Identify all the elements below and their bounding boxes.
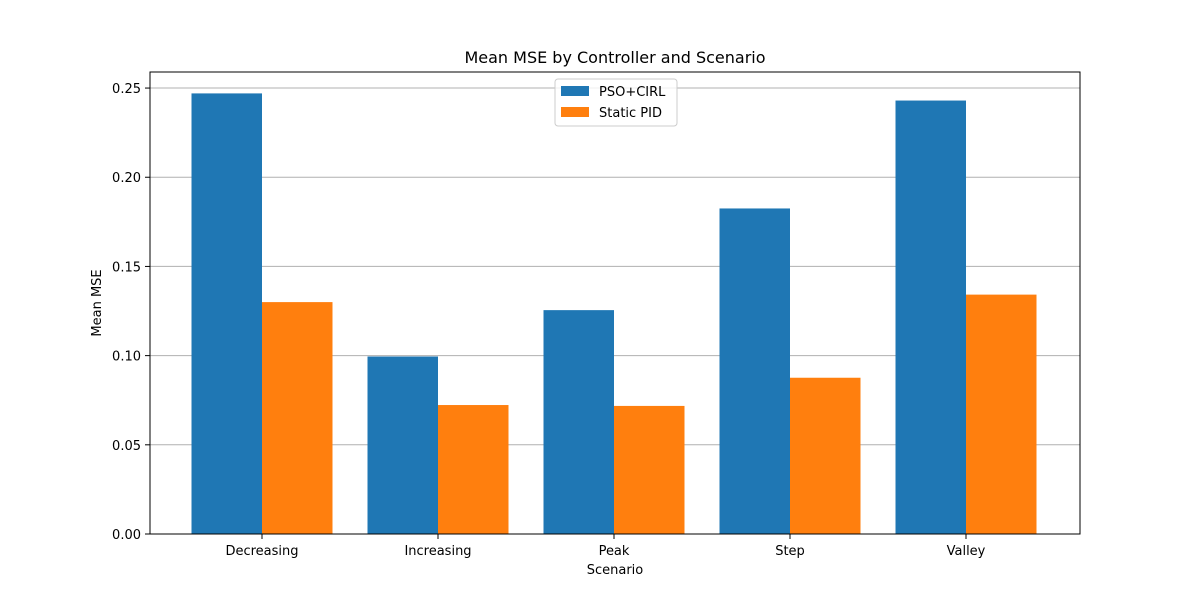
plot-frame (149, 71, 1081, 535)
x-axis-label: Scenario (587, 563, 644, 578)
y-axis: 0.00 0.05 0.10 0.15 0.20 0.25 (112, 82, 150, 543)
chart-title: Mean MSE by Controller and Scenario (464, 48, 765, 67)
x-tick-label: Peak (599, 544, 630, 559)
y-tick-label: 0.15 (112, 260, 141, 275)
y-tick-label: 0.20 (112, 171, 141, 186)
legend-label: PSO+CIRL (599, 85, 666, 100)
y-tick-label: 0.25 (112, 82, 141, 97)
bar (966, 294, 1037, 534)
bars (191, 93, 1037, 535)
legend: PSO+CIRL Static PID (554, 78, 678, 127)
bar (614, 405, 685, 534)
bar (790, 377, 861, 534)
legend-swatch (561, 86, 589, 96)
y-axis-label: Mean MSE (90, 269, 105, 336)
legend-label: Static PID (599, 106, 662, 121)
bar (262, 302, 333, 534)
legend-swatch (561, 107, 589, 117)
bar (367, 356, 438, 534)
x-tick-label: Step (775, 544, 805, 559)
bar (543, 310, 614, 534)
x-tick-label: Increasing (404, 544, 471, 559)
y-tick-label: 0.10 (112, 350, 141, 365)
x-tick-label: Valley (947, 544, 986, 559)
bar (438, 405, 509, 534)
bar (191, 93, 262, 535)
x-axis: Decreasing Increasing Peak Step Valley (225, 534, 986, 559)
y-tick-label: 0.05 (112, 439, 141, 454)
bar (719, 208, 790, 534)
bar (895, 100, 966, 535)
y-tick-label: 0.00 (112, 528, 141, 543)
x-tick-label: Decreasing (225, 544, 298, 559)
